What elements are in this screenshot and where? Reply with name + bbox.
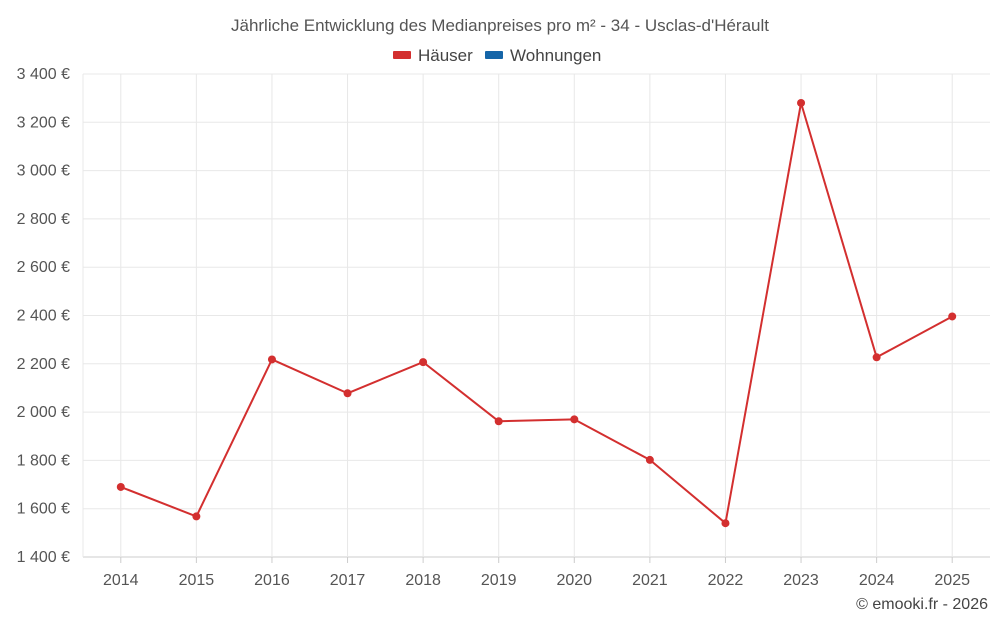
data-point[interactable] — [343, 389, 352, 398]
y-tick-label: 3 000 € — [17, 163, 70, 180]
gridlines — [82, 73, 990, 563]
data-point[interactable] — [267, 355, 276, 364]
x-tick-label: 2021 — [632, 572, 668, 589]
y-tick-label: 3 400 € — [17, 66, 70, 83]
x-tick-label: 2015 — [179, 572, 215, 589]
data-point[interactable] — [419, 358, 428, 367]
y-tick-label: 2 400 € — [17, 308, 70, 325]
y-tick-label: 3 200 € — [17, 114, 70, 131]
data-point[interactable] — [948, 312, 957, 321]
credit-text: © emooki.fr - 2026 — [856, 596, 988, 613]
data-point[interactable] — [645, 455, 654, 464]
x-tick-label: 2024 — [859, 572, 895, 589]
data-point[interactable] — [721, 519, 730, 528]
data-point[interactable] — [494, 417, 503, 426]
x-tick-label: 2016 — [254, 572, 290, 589]
x-tick-label: 2025 — [934, 572, 970, 589]
legend-label-wohnungen: Wohnungen — [510, 46, 601, 65]
y-tick-label: 1 600 € — [17, 501, 70, 518]
legend-swatch-haeuser — [393, 51, 411, 59]
x-axis-tick-labels: 2014 2015 2016 2017 2018 2019 2020 2021 2022 2023… — [103, 572, 970, 589]
x-tick-label: 2014 — [103, 572, 139, 589]
series-haeuser — [116, 98, 957, 528]
data-point[interactable] — [872, 353, 881, 362]
y-axis-tick-labels: 1 400 € 1 600 € 1 800 € 2 000 € 2 200 € 2 400… — [17, 66, 70, 566]
y-tick-label: 2 200 € — [17, 356, 70, 373]
x-tick-label: 2020 — [556, 572, 592, 589]
chart-title: Jährliche Entwicklung des Medianpreises … — [231, 16, 769, 35]
y-tick-label: 2 800 € — [17, 211, 70, 228]
x-tick-label: 2019 — [481, 572, 517, 589]
legend-label-haeuser: Häuser — [418, 46, 473, 65]
x-tick-label: 2023 — [783, 572, 819, 589]
legend-item-haeuser[interactable]: Häuser — [393, 46, 473, 65]
x-tick-label: 2022 — [708, 572, 744, 589]
y-tick-label: 2 000 € — [17, 404, 70, 421]
data-point[interactable] — [570, 415, 579, 424]
x-tick-label: 2018 — [405, 572, 441, 589]
data-point[interactable] — [116, 482, 125, 491]
legend: Häuser Wohnungen — [393, 46, 601, 65]
x-tick-label: 2017 — [330, 572, 366, 589]
series-line — [120, 101, 953, 525]
legend-swatch-wohnungen — [485, 51, 503, 59]
y-tick-label: 2 600 € — [17, 259, 70, 276]
y-tick-label: 1 400 € — [17, 549, 70, 566]
data-point[interactable] — [192, 512, 201, 521]
y-tick-label: 1 800 € — [17, 452, 70, 469]
data-point[interactable] — [797, 98, 806, 107]
legend-item-wohnungen[interactable]: Wohnungen — [485, 46, 601, 65]
